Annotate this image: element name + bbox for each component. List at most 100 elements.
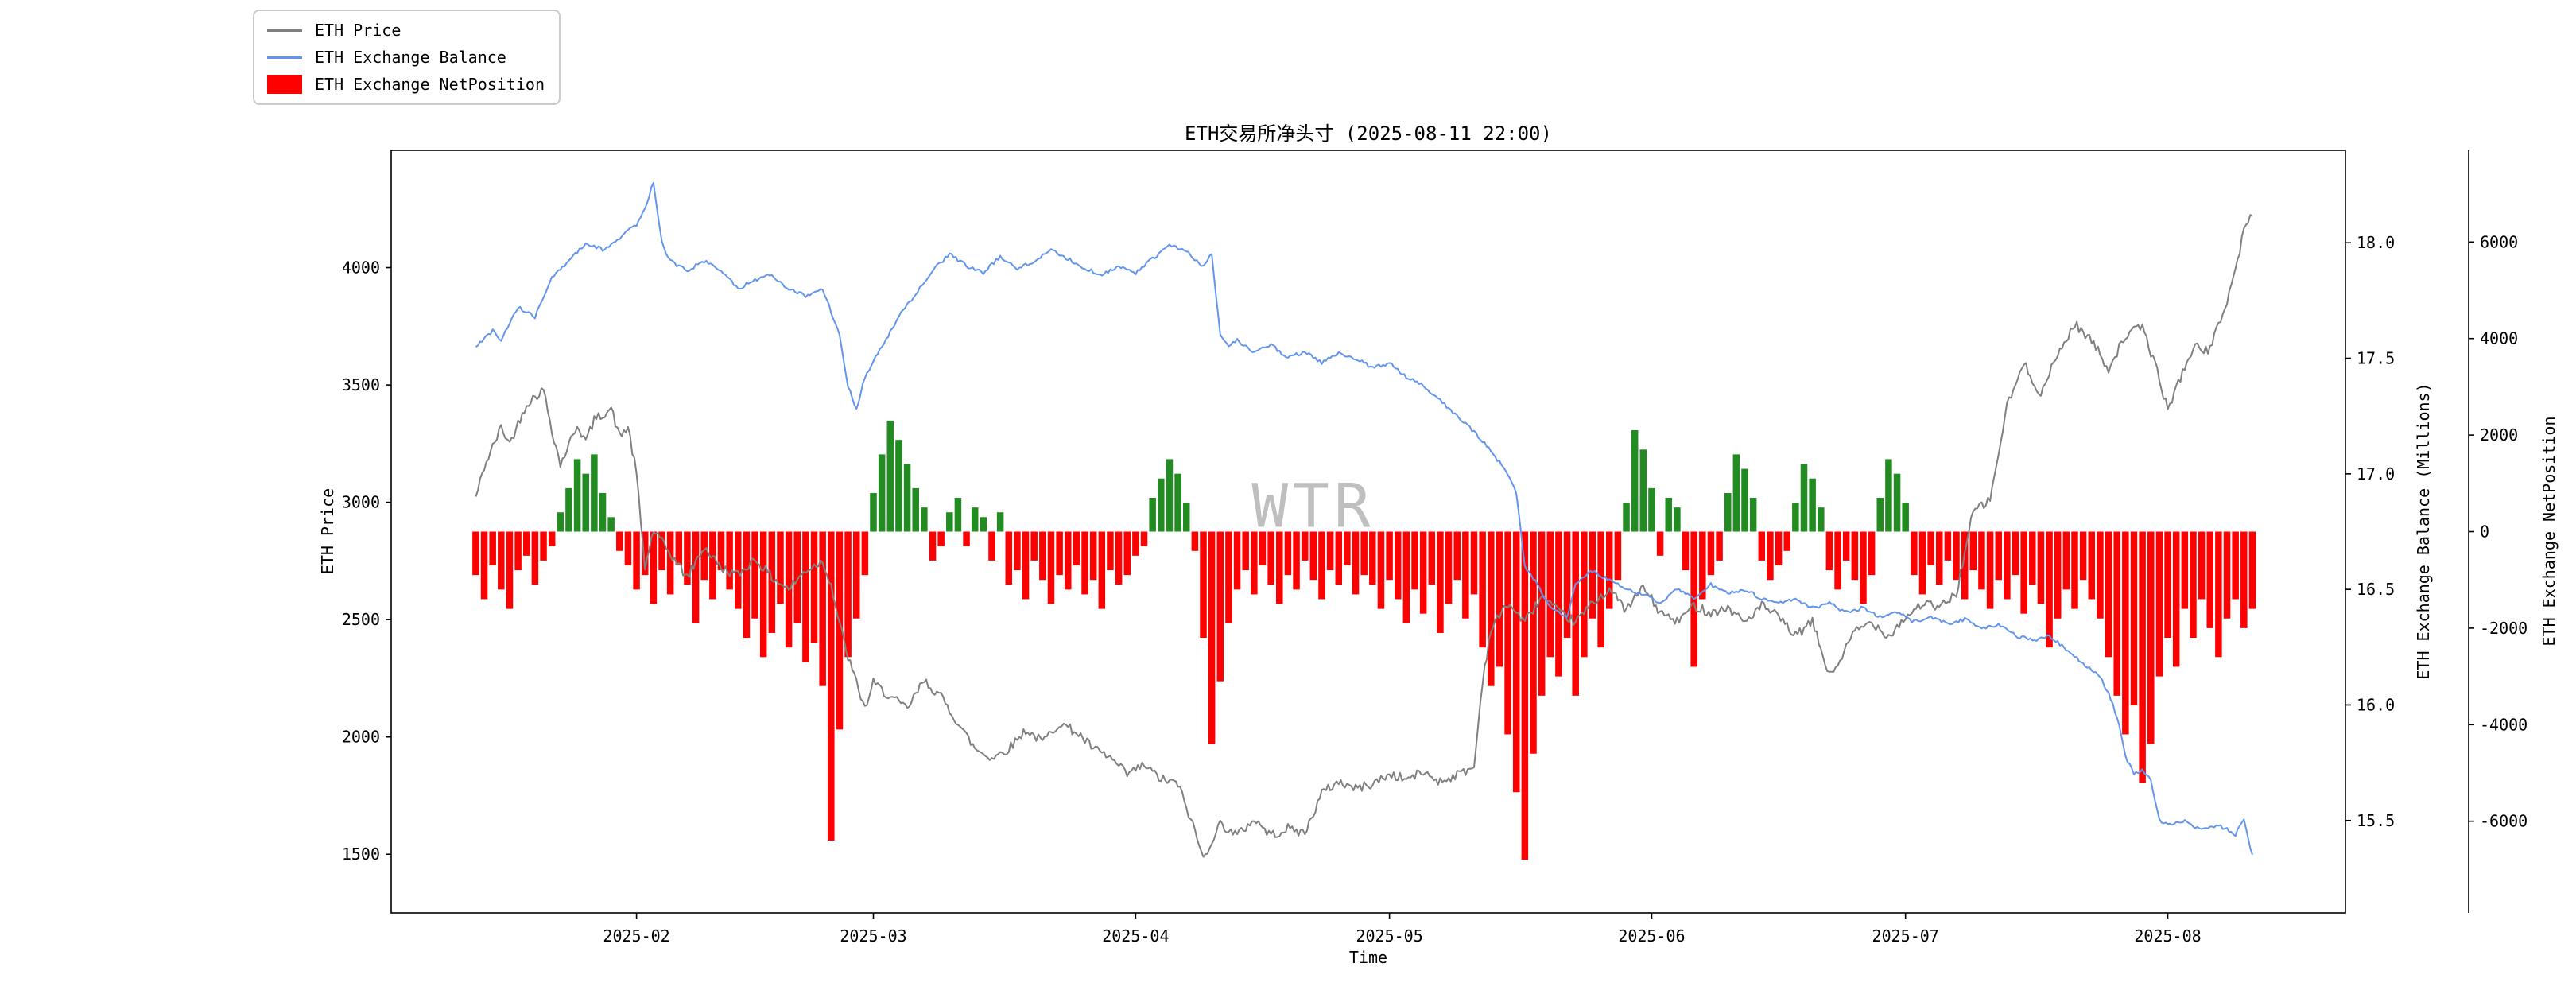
netposition-bar — [1132, 531, 1139, 556]
netposition-bar — [1911, 531, 1918, 576]
tick-label: 2025-07 — [1872, 926, 1939, 946]
netposition-bar — [1276, 531, 1283, 604]
y-axis-label-balance: ETH Exchange Balance (Millions) — [2414, 383, 2433, 680]
netposition-bar — [1606, 531, 1613, 609]
netposition-bar — [1470, 531, 1478, 595]
netposition-bar — [1089, 531, 1097, 581]
netposition-bar — [1107, 531, 1114, 571]
tick-label: 2500 — [342, 610, 380, 629]
x-axis-ticks: 2025-02 2025-03 2025-04 2025-05 2025-06 2025-… — [603, 913, 2202, 946]
netposition-bar — [1140, 531, 1148, 546]
netposition-bar — [1073, 531, 1080, 565]
netposition-bar — [1716, 531, 1723, 561]
balance-line-swatch-icon — [267, 56, 302, 59]
netposition-bar — [2232, 531, 2239, 600]
netposition-bar — [2147, 531, 2155, 744]
netposition-bar — [666, 531, 674, 595]
netposition-bar — [836, 531, 844, 730]
netposition-bar — [1301, 531, 1309, 561]
netposition-bar — [2164, 531, 2171, 639]
legend: ETH Price ETH Exchange Balance ETH Excha… — [253, 10, 561, 105]
netposition-bar — [591, 454, 598, 532]
netposition-bar — [2248, 531, 2256, 609]
netposition-bar — [1918, 531, 1926, 595]
netposition-bar — [1453, 531, 1461, 581]
netposition-bar — [1149, 498, 1156, 532]
netposition-bar — [1479, 531, 1486, 648]
netposition-bar — [2062, 531, 2070, 590]
netposition-bar — [1030, 531, 1038, 561]
price-line — [475, 214, 2253, 858]
netposition-bar — [1309, 531, 1317, 581]
x-axis-label: Time — [1348, 948, 1388, 967]
netposition-bar — [1115, 531, 1123, 585]
netposition-bar — [1504, 531, 1511, 735]
netposition-bar — [2240, 531, 2248, 628]
tick-label: 2025-08 — [2134, 926, 2201, 946]
netposition-bar — [1352, 531, 1360, 595]
netposition-bar — [2215, 531, 2222, 658]
netposition-bar — [1732, 454, 1740, 532]
netposition-bar — [1876, 498, 1884, 532]
tick-label: 15.5 — [2357, 811, 2395, 830]
netposition-bar — [2020, 531, 2027, 614]
netposition-bar — [1512, 531, 1520, 793]
netposition-bar — [852, 531, 860, 619]
netposition-bar — [506, 531, 514, 609]
legend-label: ETH Exchange NetPosition — [315, 75, 545, 94]
netposition-bar — [548, 531, 556, 546]
netposition-bar — [2012, 531, 2019, 576]
netposition-bar — [1800, 464, 1808, 532]
netposition-bar — [650, 531, 658, 604]
legend-label: ETH Exchange Balance — [315, 48, 506, 67]
netposition-bar — [1724, 492, 1732, 532]
netposition-bar — [582, 473, 589, 532]
tick-label: 2025-06 — [1618, 926, 1685, 946]
netposition-bar — [759, 531, 767, 658]
netposition-bar — [1546, 531, 1554, 658]
legend-item-balance: ETH Exchange Balance — [267, 48, 545, 67]
netposition-bar — [768, 531, 776, 633]
netposition-bar — [921, 507, 928, 532]
netposition-bar — [633, 531, 640, 590]
netposition-bar — [1648, 487, 1655, 532]
netposition-bar — [684, 531, 691, 585]
netposition-bar — [819, 531, 826, 686]
netposition-bar — [480, 531, 488, 600]
netposition-bar — [2105, 531, 2112, 658]
netposition-bar — [2079, 531, 2087, 581]
netposition-bar — [2097, 531, 2104, 619]
netposition-bar — [489, 531, 496, 565]
netposition-bar — [1597, 531, 1604, 648]
y-axis-label-price: ETH Price — [318, 487, 337, 575]
tick-label: 2025-03 — [840, 926, 906, 946]
netposition-bar — [1445, 531, 1453, 604]
netposition-bar — [1538, 531, 1546, 696]
netposition-bar — [1927, 531, 1934, 565]
netposition-bar — [1462, 531, 1469, 619]
netposition-bar — [1614, 531, 1622, 581]
netposition-bar — [1318, 531, 1325, 600]
netposition-bar — [1825, 531, 1833, 571]
netposition-bar — [1005, 531, 1013, 585]
netposition-bar — [1563, 531, 1571, 639]
netposition-bar — [1284, 531, 1292, 576]
netposition-bar — [2113, 531, 2120, 696]
tick-label: 17.0 — [2357, 464, 2395, 484]
netposition-bar — [1369, 531, 1376, 585]
netposition-bar — [1360, 531, 1368, 576]
netposition-bar — [802, 531, 809, 662]
netposition-bar — [793, 531, 801, 623]
netposition-bar — [1530, 531, 1537, 754]
tick-label: 0 — [2480, 522, 2489, 542]
netposition-bar — [726, 531, 733, 590]
netposition-bar — [1326, 531, 1334, 571]
tick-label: 4000 — [342, 258, 380, 278]
balance-line — [475, 181, 2253, 856]
netposition-bar — [1191, 531, 1199, 551]
legend-item-netposition: ETH Exchange NetPosition — [267, 75, 545, 94]
netposition-bar — [700, 531, 708, 581]
netposition-bar — [2046, 531, 2053, 648]
netposition-bar — [616, 531, 623, 551]
